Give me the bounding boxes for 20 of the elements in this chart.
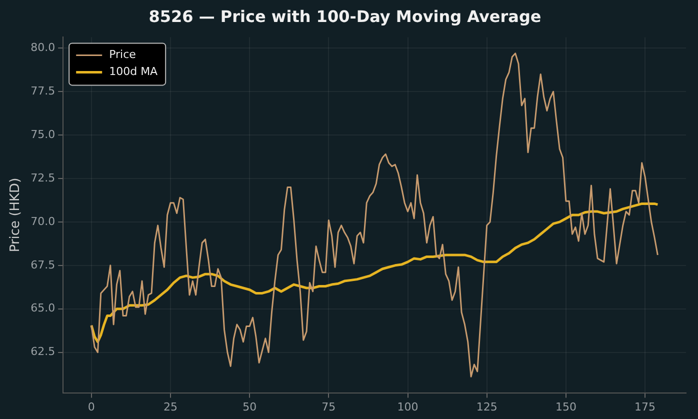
x-tick-label: 100 [397,400,418,414]
chart-title: 8526 — Price with 100-Day Moving Average [148,6,542,26]
y-tick-label: 65.0 [30,302,56,315]
y-tick-label: 75.0 [30,128,56,141]
x-tick-label: 50 [242,400,257,414]
legend-label: Price [109,48,136,62]
y-tick-label: 62.5 [30,345,56,358]
x-tick-label: 75 [322,400,336,414]
x-tick-label: 25 [163,400,178,414]
y-tick-label: 72.5 [30,171,56,184]
y-tick-label: 77.5 [30,84,56,98]
x-tick-label: 150 [555,400,576,414]
legend-label: 100d MA [109,65,158,78]
y-axis-title: Price (HKD) [8,178,24,252]
x-tick-label: 175 [634,400,656,414]
y-tick-label: 67.5 [30,258,56,272]
x-tick-label: 125 [476,400,498,414]
y-tick-label: 70.0 [30,214,56,228]
x-tick-label: 0 [88,400,95,414]
y-tick-label: 80.0 [30,41,56,54]
